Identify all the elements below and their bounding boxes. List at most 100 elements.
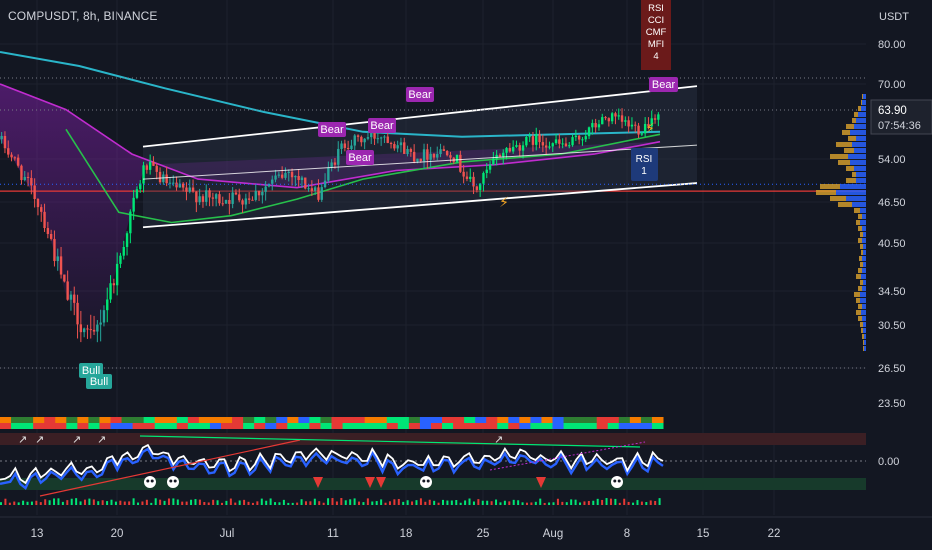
ma-line-cyan [0, 51, 661, 138]
candle-body [145, 165, 149, 170]
osc-strip-bottom [442, 423, 454, 429]
osc-histogram-bar [22, 500, 25, 505]
osc-histogram-bar [61, 501, 64, 505]
vp-bar-up [862, 334, 864, 339]
osc-strip-bottom [165, 423, 178, 429]
rsi-label-box [631, 148, 658, 181]
vp-bar-up [858, 304, 862, 309]
osc-histogram-bar [137, 502, 140, 505]
candle-body [69, 294, 73, 300]
symbol-interval[interactable]: 8h [83, 9, 97, 23]
osc-histogram-bar [150, 502, 153, 505]
candle-body [406, 149, 409, 154]
osc-histogram-bar [503, 500, 506, 505]
candle-body [624, 120, 627, 122]
osc-histogram-bar [468, 498, 471, 505]
candle-body [30, 177, 33, 186]
price-tick-label: 80.00 [878, 39, 906, 51]
osc-strip-top [298, 417, 310, 423]
osc-strip-top [243, 417, 255, 423]
osc-histogram-bar [446, 500, 449, 505]
candle-body [142, 165, 145, 184]
panda-icon-eye-left [613, 479, 617, 483]
osc-histogram-bar [579, 502, 582, 505]
osc-strip-bottom [298, 423, 310, 429]
osc-strip-bottom [110, 423, 123, 429]
price-axis[interactable]: USDT 80.00 70.00 54.00 46.50 40.50 34.50 30.50 2… [870, 11, 932, 468]
bear-label-4[interactable]: Bear [649, 77, 678, 92]
osc-histogram-bar [618, 502, 621, 505]
time-tick-label: 22 [768, 528, 781, 540]
channel-lower-line[interactable] [142, 182, 698, 229]
candle-body [86, 328, 89, 330]
bear-label-4-text: Bear [652, 79, 676, 91]
osc-strip-top [44, 417, 56, 423]
osc-histogram-bar [384, 502, 387, 505]
vp-bar-up [858, 226, 862, 231]
osc-histogram-bar [88, 498, 91, 505]
osc-histogram-bar [565, 502, 568, 505]
osc-strip-top [618, 417, 631, 423]
osc-histogram-bar [609, 498, 612, 505]
osc-strip-bottom [11, 423, 23, 429]
osc-white-line [0, 443, 664, 485]
osc-strip-top [221, 417, 233, 423]
osc-histogram-bar [486, 500, 489, 505]
osc-strip-top [287, 417, 299, 423]
vp-bar-up [862, 94, 863, 99]
candle-body [601, 117, 604, 125]
candle-body [238, 194, 241, 201]
candle-body [115, 263, 119, 286]
osc-tick-label: 0.00 [878, 456, 899, 468]
vp-bar-down [856, 172, 866, 177]
candle-body [610, 113, 614, 122]
vp-bar-up [852, 118, 856, 123]
bear-label-1[interactable]: Bear [368, 118, 396, 133]
channel-middle-line[interactable] [142, 144, 698, 180]
candle-body [294, 175, 297, 178]
vp-bar-down [862, 316, 866, 321]
time-tick-label: 20 [111, 528, 124, 540]
rocket-icon: ↗ [72, 434, 81, 446]
candle-body [56, 256, 59, 262]
vp-bar-down [854, 166, 866, 171]
osc-strip-top [88, 417, 100, 423]
candle-body [498, 154, 502, 157]
candle-body [267, 183, 271, 187]
vp-bar-up [852, 172, 856, 177]
bear-label-3[interactable]: Bear [346, 150, 374, 165]
candle-body [337, 148, 340, 165]
vp-bar-down [864, 340, 866, 345]
candle-body [604, 117, 607, 119]
candle-body [478, 183, 482, 190]
candle-body [109, 283, 112, 300]
bear-label-0[interactable]: Bear [318, 122, 346, 137]
osc-histogram-bar [159, 499, 162, 505]
candle-body [102, 310, 106, 323]
panda-icon-eye-right [173, 479, 177, 483]
vp-bar-up [863, 340, 864, 345]
vp-bar-down [860, 292, 866, 297]
osc-histogram-bar [455, 500, 458, 505]
bear-label-2[interactable]: Bear [406, 87, 434, 102]
vp-bar-down [862, 226, 866, 231]
candle-body [647, 123, 650, 127]
panda-icon [420, 476, 432, 488]
osc-strip-top [464, 417, 476, 423]
bull-label-1[interactable]: Bull [86, 374, 112, 389]
time-axis[interactable]: 13 20 Jul 11 18 25 Aug 8 15 22 [0, 516, 932, 540]
osc-histogram-bar [490, 501, 493, 505]
price-tick-label: 54.00 [878, 154, 906, 166]
osc-strip-top [55, 417, 67, 423]
symbol-name[interactable]: COMPUSDT [8, 9, 77, 23]
osc-strip-top [453, 417, 465, 423]
channel-upper-line[interactable] [142, 85, 698, 148]
candle-body [561, 143, 564, 145]
candle-body [531, 136, 535, 145]
osc-strip-top [33, 417, 45, 423]
osc-strip-bottom [596, 423, 609, 429]
vp-bar-down [850, 130, 866, 135]
